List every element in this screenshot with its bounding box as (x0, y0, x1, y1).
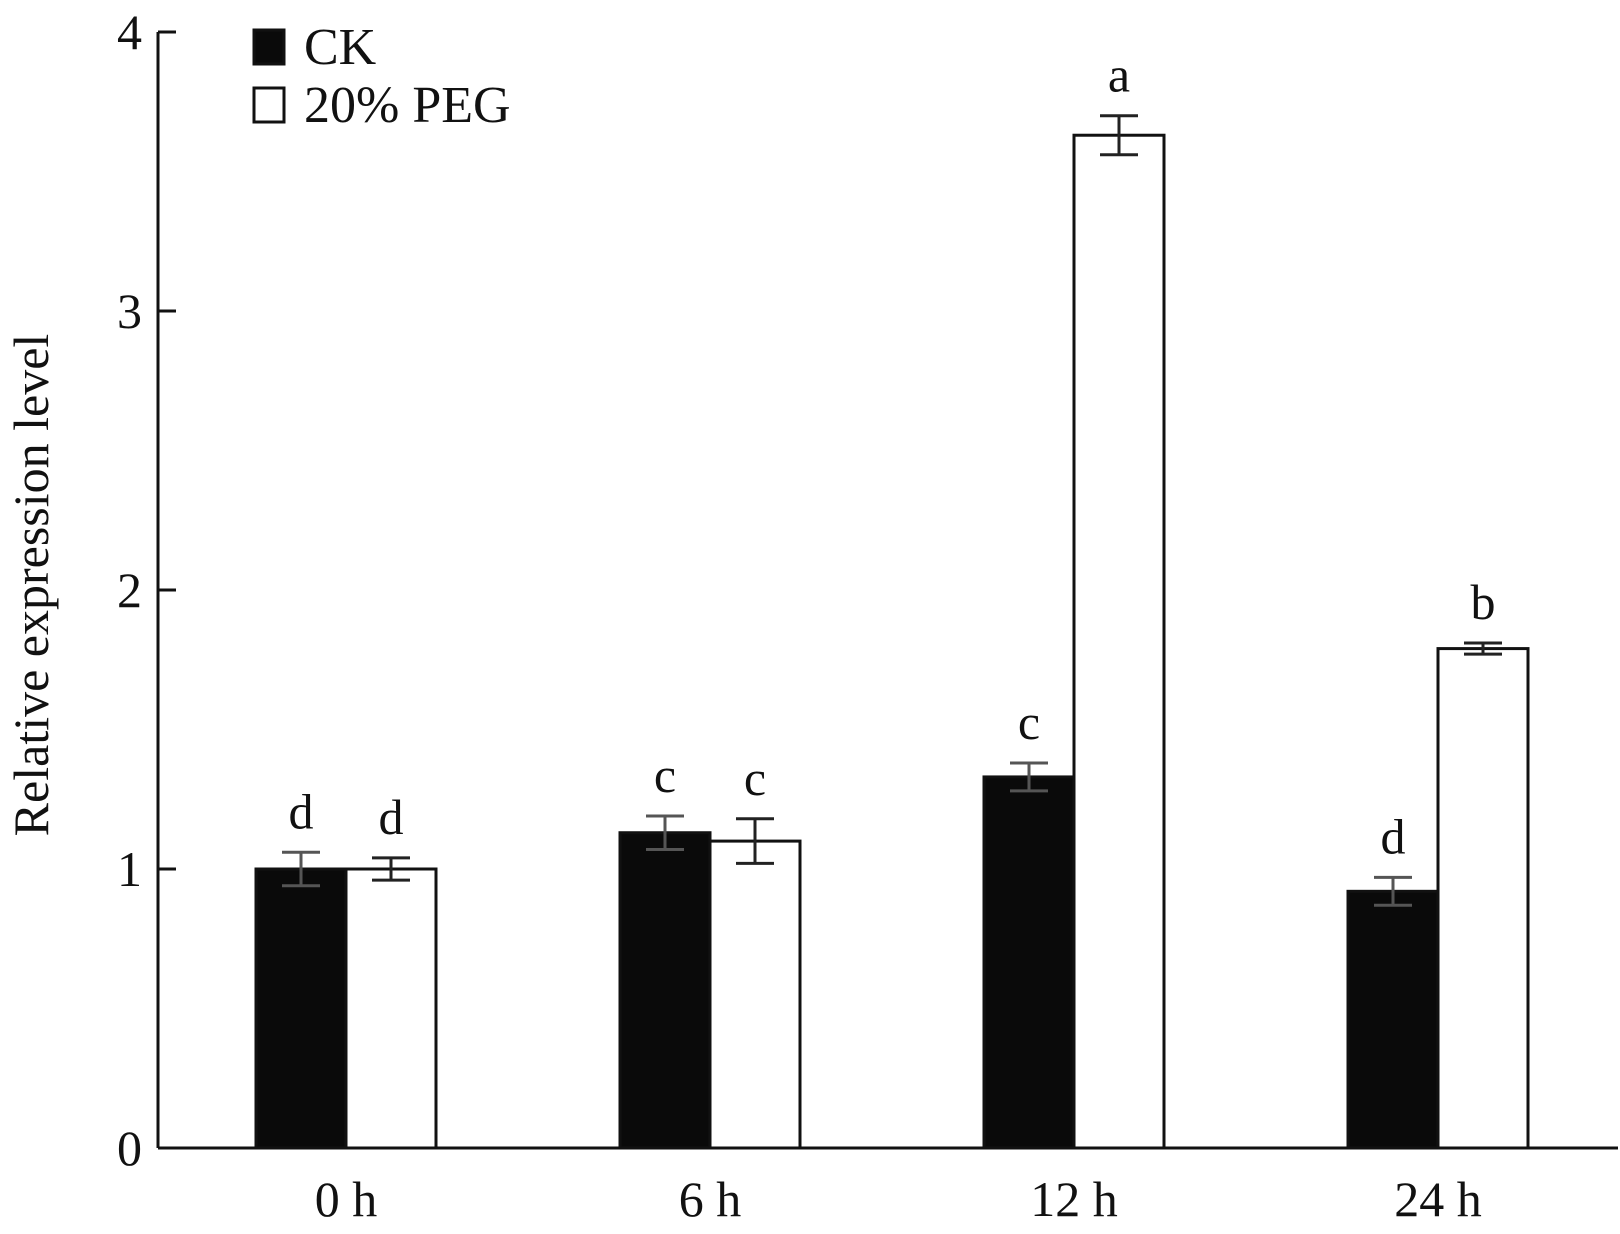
significance-letter: c (654, 747, 676, 803)
x-tick-label: 0 h (315, 1171, 378, 1227)
bar-20-peg (344, 867, 438, 1150)
legend-swatch (252, 28, 286, 66)
y-axis-title: Relative expression level (3, 334, 59, 837)
y-tick-label: 2 (117, 562, 142, 618)
bar-ck (982, 775, 1076, 1150)
x-axis: 0 h 6 h 12 h 24 h (158, 1146, 1618, 1227)
legend-label: CK (304, 19, 377, 76)
legend-swatch (252, 86, 286, 124)
y-axis: 0 1 2 3 4 (117, 4, 176, 1176)
significance-letter: d (379, 789, 404, 845)
significance-letter: c (1018, 694, 1040, 750)
bar-20-peg (1072, 133, 1166, 1150)
bar-ck (254, 867, 348, 1150)
significance-letter: d (1381, 808, 1406, 864)
bar-20-peg (708, 839, 802, 1150)
bars (254, 133, 1530, 1150)
error-bars (282, 114, 1502, 907)
x-tick-label: 12 h (1030, 1171, 1118, 1227)
significance-letter: b (1471, 574, 1496, 630)
bar-ck (1346, 889, 1440, 1150)
legend-label: 20% PEG (304, 77, 511, 134)
x-tick-label: 6 h (679, 1171, 742, 1227)
significance-letter: c (744, 750, 766, 806)
significance-letter: a (1108, 47, 1130, 103)
x-tick-label: 24 h (1394, 1171, 1482, 1227)
y-tick-label: 3 (117, 283, 142, 339)
y-tick-label: 4 (117, 4, 142, 60)
y-tick-label: 1 (117, 841, 142, 897)
significance-letters: d d c c c a d b (289, 47, 1496, 865)
bar-20-peg (1436, 647, 1530, 1150)
y-tick-label: 0 (117, 1120, 142, 1176)
significance-letter: d (289, 783, 314, 839)
bar-ck (618, 831, 712, 1150)
